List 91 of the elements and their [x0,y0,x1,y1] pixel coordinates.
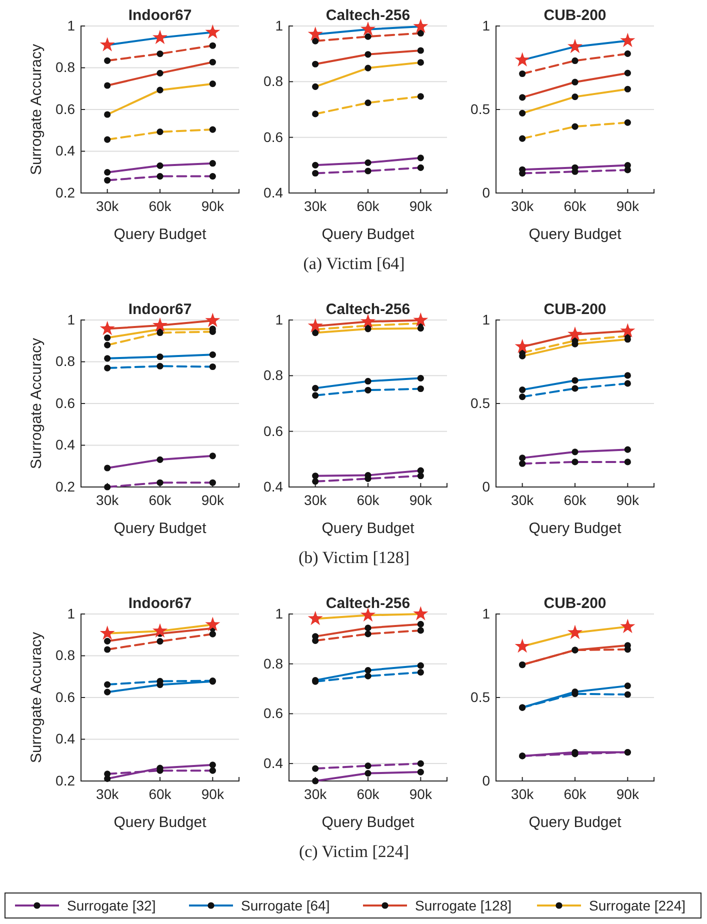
chart-title: CUB-200 [544,7,606,24]
x-axis-title: Query Budget [322,520,416,537]
x-tick-label: 30k [511,492,535,508]
x-tick-label: 90k [616,492,640,508]
text: (a) Victim [64] [303,254,405,273]
x-tick-label: 90k [616,786,640,802]
chart-title: CUB-200 [544,301,606,318]
x-tick-label: 60k [564,492,588,508]
y-tick-label: 0.4 [264,478,284,494]
y-tick-label: 1 [275,17,284,34]
x-tick-label: 90k [409,786,433,802]
y-tick-label: 0 [482,478,490,494]
y-tick-label: 0.6 [264,422,284,439]
x-axis-title: Query Budget [322,814,416,831]
x-tick-label: 60k [148,198,172,214]
text: (c) Victim [224] [298,842,410,861]
y-tick-label: 0.4 [56,730,76,747]
x-tick-label: 30k [511,198,535,214]
x-tick-label: 60k [356,492,380,508]
y-tick-label: 0.8 [264,73,284,90]
x-tick-label: 60k [356,198,380,214]
y-tick-label: 0.2 [56,772,76,788]
x-tick-label: 60k [148,492,172,508]
chart-title: Indoor67 [128,7,192,24]
x-tick-label: 30k [96,492,120,508]
x-axis-title: Query Budget [114,226,208,243]
x-axis-title: Query Budget [114,814,208,831]
x-tick-label: 30k [96,786,120,802]
y-tick-label: 0.6 [264,705,284,722]
x-tick-label: 90k [409,492,433,508]
x-axis-title: Query Budget [528,814,622,831]
y-tick-label: 0.6 [264,128,284,145]
x-tick-label: 30k [304,492,328,508]
y-tick-label: 0.8 [264,367,284,384]
x-tick-label: 30k [96,198,120,214]
x-tick-label: 90k [201,198,225,214]
y-tick-label: 1 [482,311,490,328]
text: (b) Victim [128] [298,548,410,567]
legend-label: Surrogate [128] [415,898,512,914]
y-tick-label: 1 [275,605,284,622]
y-tick-label: 0.5 [470,394,490,411]
chart-title: Indoor67 [128,595,192,612]
y-tick-label: 1 [275,311,284,328]
x-tick-label: 30k [304,198,328,214]
y-tick-label: 0.4 [264,755,284,772]
y-tick-label: 1 [482,605,490,622]
x-tick-label: 60k [564,786,588,802]
x-tick-label: 90k [409,198,433,214]
y-tick-label: 0.8 [56,353,76,370]
y-tick-label: 0.8 [56,59,76,76]
y-tick-label: 1 [67,311,76,328]
y-tick-label: 1 [482,17,490,34]
x-tick-label: 90k [616,198,640,214]
legend-label: Surrogate [32] [67,898,156,914]
y-axis-title: Surrogate Accuracy [28,338,45,469]
y-tick-label: 0.6 [56,394,76,411]
chart-title: Caltech-256 [326,301,410,318]
y-tick-label: 0.8 [264,655,284,672]
y-tick-label: 0.5 [470,688,490,705]
y-tick-label: 0.4 [56,436,76,453]
x-tick-label: 30k [304,786,328,802]
y-tick-label: 0.6 [56,688,76,705]
y-tick-label: 0.4 [264,184,284,200]
chart-title: CUB-200 [544,595,606,612]
y-tick-label: 0.2 [56,184,76,200]
legend-label: Surrogate [64] [241,898,330,914]
x-axis-title: Query Budget [528,520,622,537]
x-axis-title: Query Budget [114,520,208,537]
chart-title: Caltech-256 [326,595,410,612]
x-axis-title: Query Budget [528,226,622,243]
x-tick-label: 60k [356,786,380,802]
y-tick-label: 0.4 [56,142,76,159]
x-tick-label: 60k [148,786,172,802]
y-tick-label: 1 [67,605,76,622]
y-tick-label: 0.5 [470,100,490,117]
chart-title: Caltech-256 [326,7,410,24]
y-tick-label: 0 [482,772,490,788]
x-axis-title: Query Budget [322,226,416,243]
y-tick-label: 0.2 [56,478,76,494]
y-tick-label: 0 [482,184,490,200]
x-tick-label: 30k [511,786,535,802]
x-tick-label: 90k [201,786,225,802]
y-tick-label: 0.6 [56,100,76,117]
y-axis-title: Surrogate Accuracy [28,632,45,763]
legend-label: Surrogate [224] [589,898,686,914]
x-tick-label: 90k [201,492,225,508]
y-axis-title: Surrogate Accuracy [28,44,45,175]
x-tick-label: 60k [564,198,588,214]
y-tick-label: 0.8 [56,647,76,664]
y-tick-label: 1 [67,17,76,34]
chart-title: Indoor67 [128,301,192,318]
